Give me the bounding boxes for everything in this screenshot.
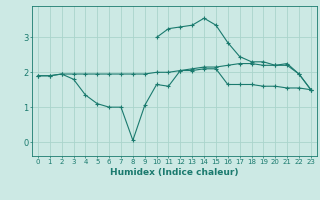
X-axis label: Humidex (Indice chaleur): Humidex (Indice chaleur) [110, 168, 239, 177]
